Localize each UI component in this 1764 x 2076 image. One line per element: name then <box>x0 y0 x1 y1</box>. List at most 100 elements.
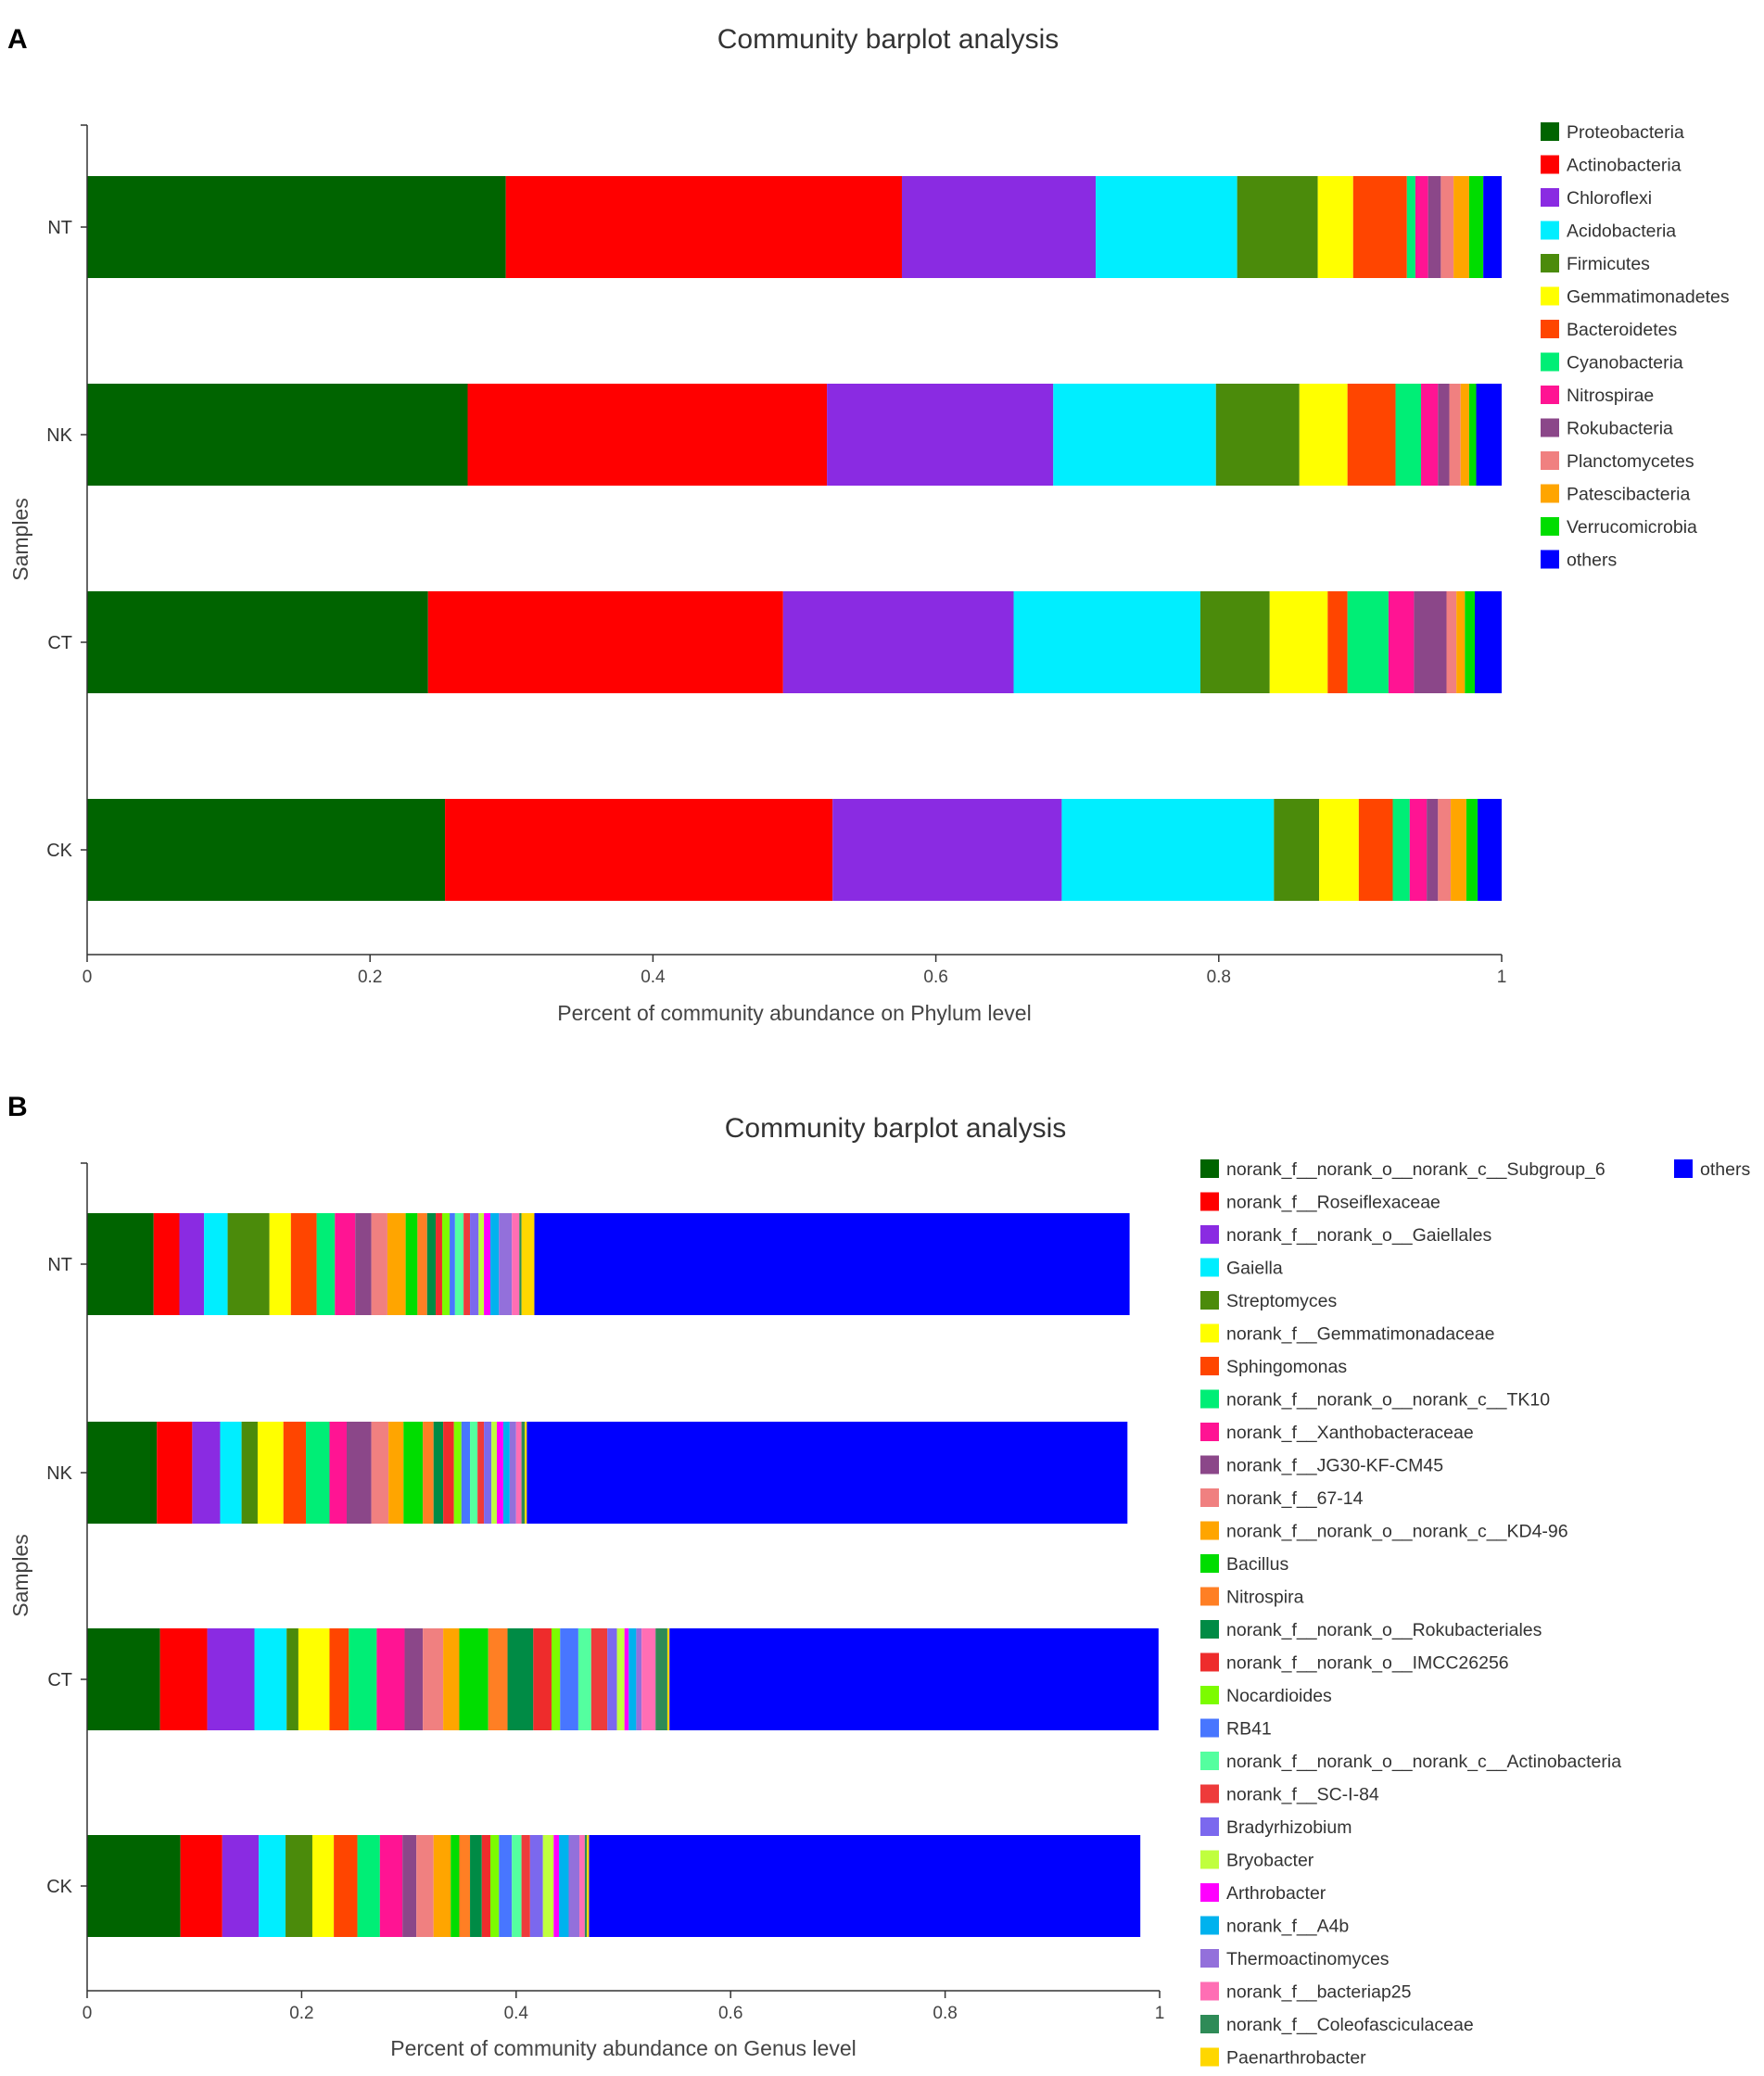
x-tick-label: 0 <box>82 2004 93 2023</box>
bar-ct-16 <box>551 1628 561 1730</box>
bar-ck-11 <box>433 1835 451 1937</box>
bar-ck-1 <box>180 1835 222 1937</box>
bar-ct-9 <box>404 1628 424 1730</box>
bar-ck-14 <box>470 1835 482 1937</box>
legend-swatch <box>1200 2047 1219 2067</box>
bar-ct-17 <box>560 1628 578 1730</box>
bar-nt-16 <box>441 1213 451 1315</box>
bar-nk-2 <box>827 384 1054 486</box>
bar-nt-4 <box>227 1213 270 1315</box>
bar-ck-20 <box>529 1835 543 1937</box>
legend-swatch <box>1200 1652 1219 1672</box>
bar-nt-4 <box>1237 176 1318 278</box>
legend-swatch <box>1674 1159 1693 1178</box>
bar-nt-11 <box>1453 176 1469 278</box>
bar-nt-9 <box>1428 176 1441 278</box>
bar-nt-8 <box>1415 176 1428 278</box>
bar-ct-2 <box>207 1628 255 1730</box>
bar-nt-10 <box>1440 176 1454 278</box>
legend-label: Paenarthrobacter <box>1226 2048 1366 2069</box>
legend-label: norank_f__A4b <box>1226 1917 1349 1937</box>
bar-ct-19 <box>590 1628 608 1730</box>
bar-nt-7 <box>316 1213 336 1315</box>
bar-ct-10 <box>1446 591 1457 693</box>
legend-label: norank_f__norank_o__norank_c__KD4-96 <box>1226 1522 1568 1542</box>
bar-ct-6 <box>1327 591 1348 693</box>
bar-ck-2 <box>832 799 1062 901</box>
legend-label: Nitrospira <box>1226 1588 1304 1608</box>
bar-nt-18 <box>454 1213 464 1315</box>
bar-ct-8 <box>376 1628 405 1730</box>
bar-nk-21 <box>491 1422 497 1524</box>
bar-ct-26 <box>655 1628 667 1730</box>
chart-title: Community barplot analysis <box>717 24 1059 55</box>
legend-swatch <box>1541 418 1559 437</box>
legend-label: Actinobacteria <box>1567 156 1682 176</box>
legend-label: Nocardioides <box>1226 1686 1332 1706</box>
y-tick-label: NK <box>46 425 72 446</box>
bar-nk-27 <box>525 1422 527 1524</box>
bar-nk-6 <box>283 1422 307 1524</box>
x-tick-label: 0.4 <box>504 2004 529 2023</box>
legend-swatch <box>1200 1554 1219 1573</box>
bar-ck-8 <box>1409 799 1428 901</box>
bar-nk-16 <box>453 1422 462 1524</box>
bar-ck-16 <box>490 1835 500 1937</box>
bar-ck-9 <box>402 1835 417 1937</box>
legend-swatch <box>1200 1916 1219 1935</box>
bar-ct-1 <box>159 1628 208 1730</box>
bar-ct-13 <box>488 1628 508 1730</box>
bar-ck-3 <box>259 1835 286 1937</box>
bar-nt-13 <box>417 1213 427 1315</box>
bar-nk-23 <box>502 1422 510 1524</box>
bar-ck-9 <box>1427 799 1439 901</box>
bar-nk-8 <box>329 1422 347 1524</box>
bar-ct-22 <box>624 1628 629 1730</box>
bar-ck-5 <box>311 1835 335 1937</box>
legend-label: Verrucomicrobia <box>1567 517 1697 538</box>
legend-swatch <box>1200 1521 1219 1540</box>
y-axis-label: Samples <box>8 498 32 580</box>
bar-nt-10 <box>371 1213 387 1315</box>
bar-ck-10 <box>416 1835 434 1937</box>
bar-ck-10 <box>1438 799 1452 901</box>
legend-swatch <box>1541 386 1559 404</box>
bar-nk-1 <box>467 384 828 486</box>
legend: Proteobacteria Actinobacteria Chloroflexi A… <box>1541 122 1730 571</box>
bar-nt-19 <box>463 1213 471 1315</box>
panel-label: B <box>7 1092 28 1122</box>
bar-ct-5 <box>1269 591 1328 693</box>
legend-label: Arthrobacter <box>1226 1883 1326 1904</box>
legend-label: norank_f__Gemmatimonadaceae <box>1226 1324 1494 1345</box>
bar-ct-11 <box>1456 591 1466 693</box>
legend-label: others <box>1567 551 1617 571</box>
legend-label: Chloroflexi <box>1567 188 1652 209</box>
legend-swatch <box>1541 221 1559 240</box>
bar-ct-0 <box>87 591 428 693</box>
legend-label: Firmicutes <box>1567 254 1650 274</box>
bar-ck-7 <box>357 1835 380 1937</box>
bar-nk-3 <box>220 1422 242 1524</box>
bar-nk-12 <box>1468 384 1477 486</box>
bar-nk-5 <box>257 1422 284 1524</box>
bar-nt-5 <box>269 1213 291 1315</box>
bar-nt-1 <box>153 1213 180 1315</box>
legend-swatch <box>1541 155 1559 174</box>
legend-swatch <box>1200 1389 1219 1409</box>
bar-nk-20 <box>484 1422 492 1524</box>
legend-swatch <box>1200 1323 1219 1343</box>
bar-nk-11 <box>388 1422 404 1524</box>
bar-nk-8 <box>1421 384 1439 486</box>
legend-swatch <box>1541 550 1559 569</box>
bar-nk-11 <box>1460 384 1469 486</box>
x-tick-label: 0.6 <box>718 2004 742 2023</box>
bar-ck-13 <box>1478 799 1502 901</box>
legend-swatch <box>1200 1488 1219 1507</box>
legend-label: Bradyrhizobium <box>1226 1817 1352 1838</box>
legend-swatch <box>1200 1620 1219 1639</box>
bar-nk-1 <box>157 1422 193 1524</box>
bar-ck-15 <box>481 1835 491 1937</box>
legend-label: Patescibacteria <box>1567 485 1690 505</box>
bar-nt-3 <box>1096 176 1237 278</box>
